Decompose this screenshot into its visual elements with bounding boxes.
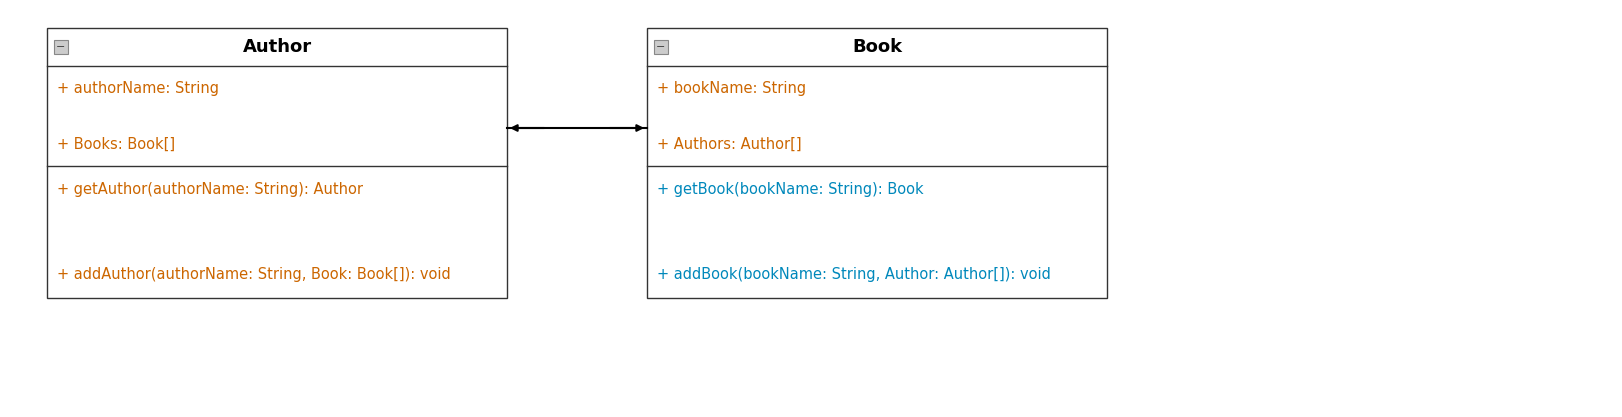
Text: −: −	[657, 42, 665, 52]
Text: Book: Book	[852, 38, 902, 56]
Text: + Books: Book[]: + Books: Book[]	[57, 136, 175, 151]
Text: + getBook(bookName: String): Book: + getBook(bookName: String): Book	[657, 182, 923, 197]
Text: + Authors: Author[]: + Authors: Author[]	[657, 136, 801, 151]
Bar	[54, 40, 68, 54]
Text: + bookName: String: + bookName: String	[657, 80, 806, 95]
Bar	[47, 28, 508, 298]
Text: + authorName: String: + authorName: String	[57, 80, 219, 95]
Text: + addAuthor(authorName: String, Book: Book[]): void: + addAuthor(authorName: String, Book: Bo…	[57, 267, 451, 282]
Text: + addBook(bookName: String, Author: Author[]): void: + addBook(bookName: String, Author: Auth…	[657, 267, 1051, 282]
Bar	[647, 28, 1106, 298]
Text: −: −	[57, 42, 65, 52]
Text: + getAuthor(authorName: String): Author: + getAuthor(authorName: String): Author	[57, 182, 363, 197]
Bar	[654, 40, 668, 54]
Text: Author: Author	[242, 38, 311, 56]
